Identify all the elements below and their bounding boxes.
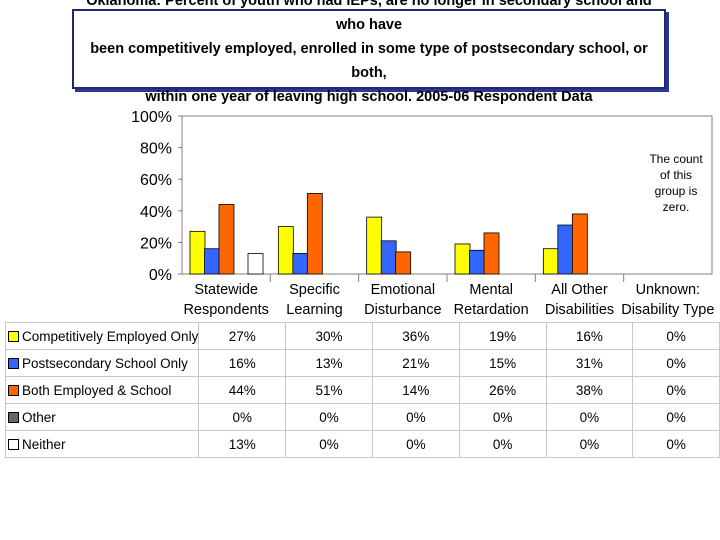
- table-cell: 0%: [198, 403, 287, 431]
- table-cell: 13%: [198, 430, 287, 458]
- x-category-label: Specific: [289, 282, 340, 298]
- table-cell: 0%: [632, 322, 720, 350]
- table-cell: 0%: [285, 430, 373, 458]
- y-tick-label: 80%: [140, 141, 172, 158]
- bar-both-employed-school: [571, 213, 588, 275]
- bar-postsecondary-school-only: [557, 224, 574, 275]
- legend-label: Competitively Employed Only: [22, 328, 199, 344]
- table-cell: 0%: [545, 403, 634, 431]
- legend-label: Neither: [22, 436, 66, 452]
- bar-competitively-employed-only: [366, 216, 383, 275]
- bar-postsecondary-school-only: [380, 240, 397, 275]
- table-cell: 0%: [285, 403, 373, 431]
- legend-entry: Postsecondary School Only: [4, 349, 200, 377]
- table-cell: 31%: [545, 349, 634, 377]
- chart-title: Oklahoma: Percent of youth who had IEPs,…: [86, 0, 652, 105]
- table-cell: 19%: [458, 322, 547, 350]
- y-tick-label: 60%: [140, 172, 172, 189]
- legend-entry: Competitively Employed Only: [4, 322, 200, 350]
- x-category-label: Emotional: [371, 282, 435, 298]
- bar-postsecondary-school-only: [204, 248, 220, 275]
- bar-both-employed-school: [218, 204, 235, 275]
- table-cell: 21%: [371, 349, 460, 377]
- x-category-label: Mental: [469, 282, 513, 298]
- table-cell: 0%: [632, 376, 720, 404]
- table-cell: 13%: [285, 349, 373, 377]
- y-tick-label: 20%: [140, 235, 172, 252]
- bar-postsecondary-school-only: [469, 249, 485, 275]
- x-category-label: All Other: [551, 282, 608, 298]
- legend-entry: Neither: [4, 430, 200, 458]
- table-cell: 0%: [632, 430, 720, 458]
- bar-both-employed-school: [306, 193, 323, 275]
- table-cell: 26%: [458, 376, 547, 404]
- table-cell: 16%: [198, 349, 287, 377]
- bar-competitively-employed-only: [454, 243, 471, 275]
- table-cell: 0%: [545, 430, 634, 458]
- table-cell: 0%: [458, 403, 547, 431]
- table-cell: 14%: [371, 376, 460, 404]
- bar-competitively-employed-only: [542, 248, 559, 275]
- legend-swatch: [8, 438, 19, 450]
- table-cell: 15%: [458, 349, 547, 377]
- data-table: Competitively Employed Only 27% 30% 36% 19% 1…: [4, 322, 720, 458]
- bar-competitively-employed-only: [277, 226, 294, 275]
- legend-label: Postsecondary School Only: [22, 355, 188, 371]
- x-category-label: Disturbance: [364, 302, 441, 318]
- table-row: Other 0% 0% 0% 0% 0% 0%: [4, 403, 720, 431]
- table-row: Both Employed & School 44% 51% 14% 26% 38% 0%: [4, 376, 720, 404]
- table-cell: 38%: [545, 376, 634, 404]
- table-cell: 0%: [371, 403, 460, 431]
- plot-area: [181, 115, 713, 275]
- table-cell: 16%: [545, 322, 634, 350]
- bar-chart: 100% 80% 60% 40% 20% 0% Statewide Respondents Sp…: [131, 109, 714, 318]
- table-cell: 36%: [371, 322, 460, 350]
- chart-title-box: Oklahoma: Percent of youth who had IEPs,…: [72, 0, 666, 105]
- x-category-label: Learning: [286, 302, 342, 318]
- legend-swatch: [8, 357, 19, 369]
- table-cell: 0%: [458, 430, 547, 458]
- zero-count-note: The count of this group is zero.: [649, 152, 703, 214]
- y-tick-label: 100%: [131, 109, 172, 126]
- table-cell: 27%: [198, 322, 287, 350]
- table-cell: 30%: [285, 322, 373, 350]
- x-category-label: Statewide: [194, 282, 258, 298]
- bar-competitively-employed-only: [189, 230, 206, 275]
- legend-entry: Both Employed & School: [4, 376, 200, 404]
- bar-both-employed-school: [483, 232, 500, 275]
- legend-swatch: [8, 330, 19, 342]
- x-category-label: Disabilities: [545, 302, 614, 318]
- table-cell: 51%: [285, 376, 373, 404]
- legend-label: Other: [22, 409, 56, 425]
- table-cell: 0%: [632, 349, 720, 377]
- table-row: Neither 13% 0% 0% 0% 0% 0%: [4, 430, 720, 458]
- legend-label: Both Employed & School: [22, 382, 172, 398]
- bar-postsecondary-school-only: [292, 253, 309, 275]
- table-row: Competitively Employed Only 27% 30% 36% 19% 1…: [4, 322, 720, 350]
- table-cell: 44%: [198, 376, 287, 404]
- table-row: Postsecondary School Only 16% 13% 21% 15% 31%…: [4, 349, 720, 377]
- table-cell: 0%: [371, 430, 460, 458]
- y-tick-label: 0%: [149, 267, 172, 284]
- x-category-label: Disability Type: [621, 302, 714, 318]
- legend-entry: Other: [4, 403, 200, 431]
- y-tick-label: 40%: [140, 204, 172, 221]
- bar-neither: [247, 253, 264, 275]
- x-category-label: Retardation: [454, 302, 529, 318]
- legend-swatch: [8, 411, 19, 423]
- table-cell: 0%: [632, 403, 720, 431]
- legend-swatch: [8, 384, 19, 396]
- bar-both-employed-school: [395, 251, 412, 275]
- x-category-label: Unknown:: [636, 282, 700, 298]
- x-category-label: Respondents: [183, 302, 268, 318]
